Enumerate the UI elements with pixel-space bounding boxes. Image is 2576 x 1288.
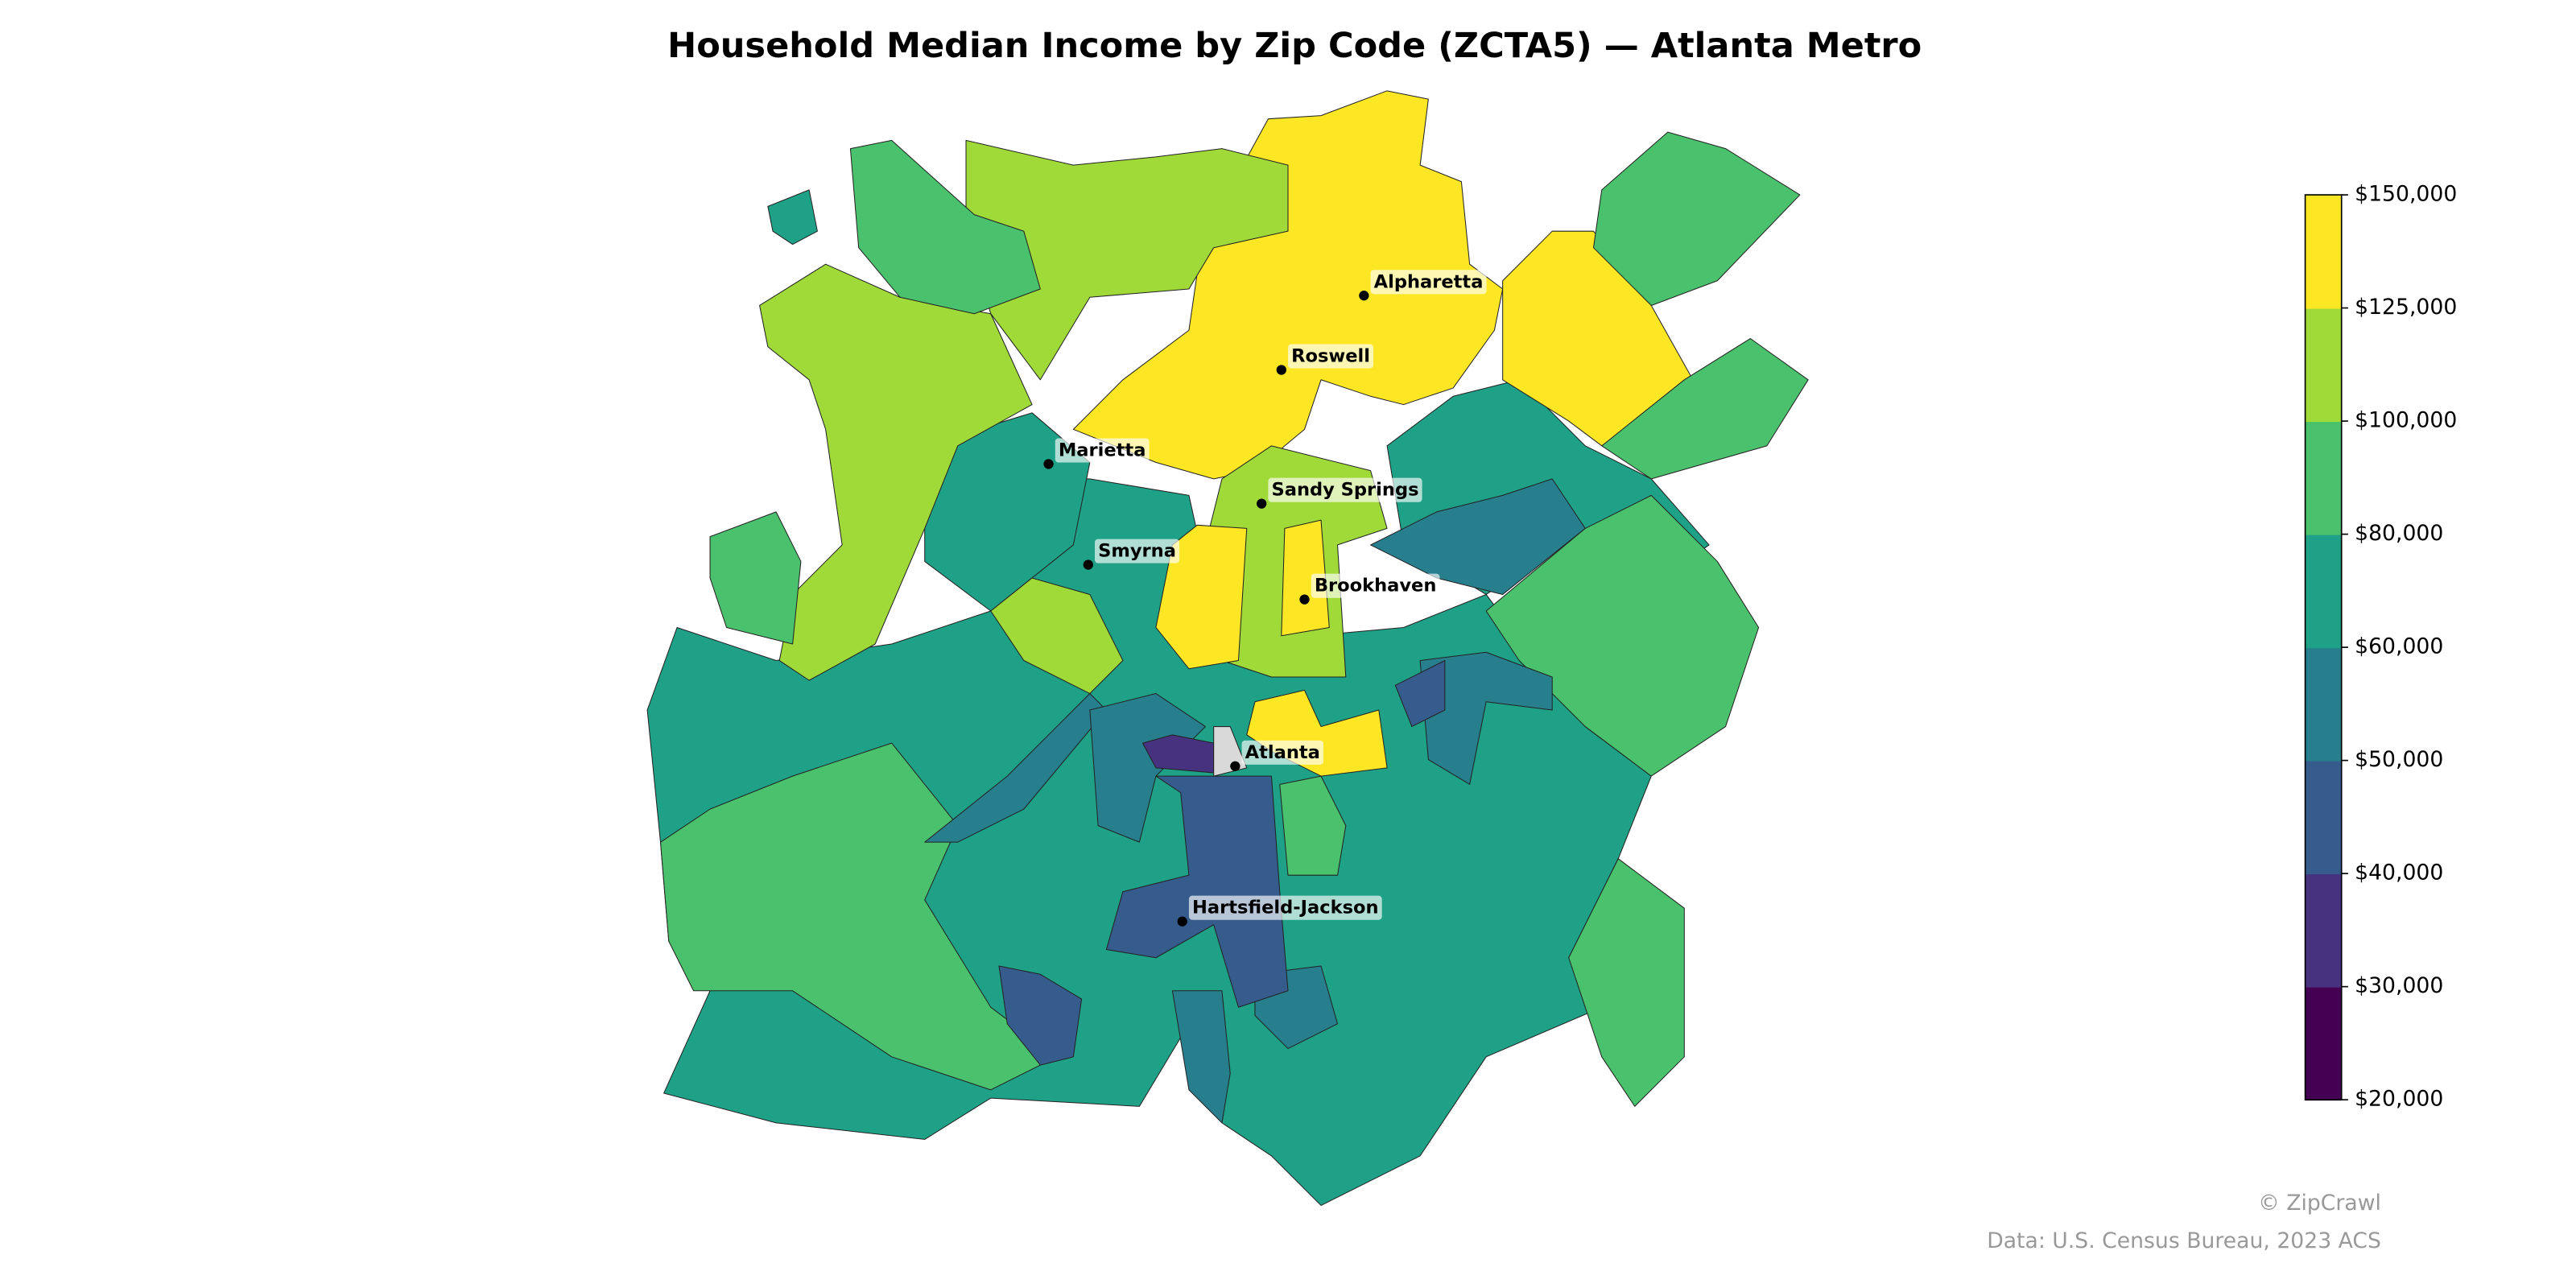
city-label-bg: [1241, 740, 1323, 765]
zip-region: [709, 511, 802, 645]
zip-region: [849, 139, 1041, 315]
zip-region: [965, 139, 1289, 381]
city-dot: [1043, 459, 1054, 469]
zip-region: [924, 693, 1107, 843]
colorbar-bin: [2305, 986, 2342, 1101]
zip-region: [1279, 775, 1347, 876]
colorbar-bin: [2305, 647, 2342, 762]
city-label: Hartsfield-Jackson: [1192, 898, 1379, 919]
city-dot: [1177, 916, 1187, 927]
colorbar-tick-label: $30,000: [2355, 973, 2443, 998]
zip-region: [1601, 338, 1809, 480]
zip-region: [1394, 659, 1446, 728]
city-dot: [1299, 594, 1310, 605]
colorbar-bin: [2305, 760, 2342, 875]
city-label: Alpharetta: [1374, 271, 1484, 292]
colorbar-tick-label: $20,000: [2355, 1087, 2443, 1112]
colorbar-bin: [2305, 534, 2342, 649]
city-dot: [1276, 365, 1286, 375]
city-label: Marietta: [1059, 440, 1146, 461]
copyright: © ZipCrawl: [2258, 1191, 2381, 1216]
zip-region: [1485, 494, 1760, 777]
colorbar-bin: [2305, 421, 2342, 535]
city-label-bg: [1288, 344, 1374, 369]
zip-regions: [646, 90, 1809, 1206]
colorbar-tick-label: $100,000: [2355, 408, 2457, 433]
city-dot: [1230, 761, 1241, 771]
city-dot: [1359, 291, 1369, 301]
zip-region: [1592, 131, 1801, 306]
map-title: Household Median Income by Zip Code (ZCT…: [667, 26, 1922, 66]
colorbar-tick-label: $80,000: [2355, 521, 2443, 546]
city-label-bg: [1268, 477, 1422, 502]
zip-region: [998, 965, 1083, 1066]
zip-region: [1419, 651, 1553, 785]
city-label-bg: [1095, 539, 1180, 564]
city-label-bg: [1370, 270, 1487, 295]
colorbar-tick-label: $50,000: [2355, 747, 2443, 772]
colorbar: $20,000 $30,000 $40,000 $50,000 $60,000 $80,0…: [2304, 182, 2457, 1112]
colorbar-tick-label: $40,000: [2355, 861, 2443, 886]
zip-region: [1171, 990, 1231, 1124]
city-label: Atlanta: [1245, 742, 1320, 763]
colorbar-bin: [2305, 873, 2342, 988]
city-label-bg: [1311, 573, 1440, 598]
zip-region: [1370, 478, 1586, 595]
city-markers: Alpharetta Roswell Marietta Sandy Springs Sm…: [1043, 270, 1487, 927]
city-dot: [1083, 559, 1093, 570]
city-label-bg: [1188, 895, 1382, 920]
source-note: Data: U.S. Census Bureau, 2023 ACS: [1987, 1228, 2381, 1253]
zip-region: [1281, 519, 1330, 637]
city-label: Brookhaven: [1315, 576, 1437, 597]
city-label: Smyrna: [1098, 541, 1176, 562]
zip-region: [1105, 775, 1289, 1008]
colorbar-bin: [2305, 308, 2342, 423]
zip-region: [1568, 858, 1685, 1107]
city-dot: [1257, 498, 1267, 509]
colorbar-bin: [2305, 195, 2342, 309]
city-label-bg: [1055, 438, 1150, 463]
city-label: Sandy Springs: [1271, 480, 1418, 501]
zip-region: [990, 577, 1124, 695]
colorbar-tick-label: $60,000: [2355, 634, 2443, 659]
colorbar-tick-label: $150,000: [2355, 182, 2457, 207]
colorbar-tick-label: $125,000: [2355, 295, 2457, 320]
city-label: Roswell: [1291, 346, 1370, 367]
zip-region: [767, 189, 818, 246]
